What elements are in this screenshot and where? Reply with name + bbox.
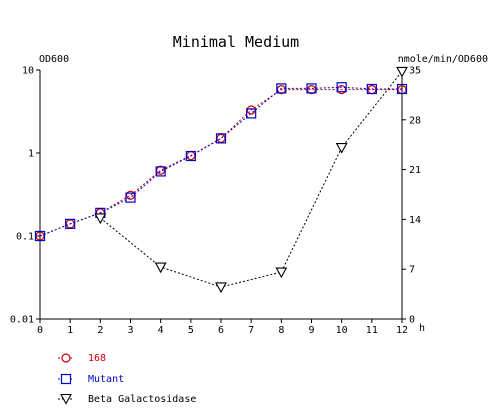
x-tick-label: 5 (188, 325, 194, 336)
data-point-square (336, 82, 347, 93)
data-point-square (276, 83, 287, 94)
y-right-tick-label: 7 (409, 265, 415, 276)
y-right-tick-label: 0 (409, 315, 415, 326)
x-tick-label: 11 (366, 325, 378, 336)
x-tick-label: 6 (218, 325, 224, 336)
legend-label-beta-galactosidase: Beta Galactosidase (88, 393, 197, 405)
series-1 (34, 82, 408, 242)
legend-item-168: 168 (58, 350, 106, 366)
data-point-square (246, 108, 257, 119)
y-right-tick-label: 35 (409, 66, 421, 77)
data-point-triangle (215, 282, 227, 294)
x-tick-label: 8 (278, 325, 284, 336)
x-tick-label: 1 (67, 325, 73, 336)
y-left-axis-label: OD600 (39, 54, 69, 65)
data-point-triangle (94, 213, 107, 225)
y-left-tick-label: 10 (22, 66, 34, 77)
data-point-triangle (396, 66, 408, 78)
data-point-circle (125, 190, 136, 200)
legend-label-mutant: Mutant (88, 373, 125, 385)
x-tick-label: 7 (248, 325, 254, 336)
y-left-tick-label: 1 (28, 149, 34, 160)
data-point-square (366, 83, 377, 95)
series-line (39, 86, 402, 237)
x-tick-label: 10 (336, 325, 348, 336)
data-point-square (396, 83, 408, 95)
data-point-square (306, 83, 317, 94)
y-right-tick-label: 28 (409, 115, 421, 126)
series-0 (35, 85, 407, 241)
legend-circle-marker (58, 353, 74, 363)
legend-square-marker (58, 373, 74, 385)
x-tick-label: 3 (127, 325, 133, 336)
chart-title: Minimal Medium (173, 33, 299, 51)
legend-triangle-marker (58, 393, 74, 405)
x-tick-label: 0 (37, 325, 43, 336)
y-left-tick-label: 0.1 (16, 232, 34, 243)
series-line (100, 71, 403, 288)
x-tick-label: 9 (308, 325, 314, 336)
legend-item-beta-galactosidase: Beta Galactosidase (58, 391, 196, 407)
data-point-square (65, 218, 76, 229)
y-right-tick-label: 21 (409, 165, 421, 176)
data-point-square (155, 166, 166, 177)
series-line (39, 89, 402, 237)
data-point-square (185, 150, 196, 162)
y-right-tick-label: 14 (409, 215, 421, 226)
y-left-tick-label: 0.01 (10, 315, 34, 326)
x-tick-label: 4 (158, 325, 164, 336)
data-point-square (125, 192, 136, 203)
series-layer (34, 66, 408, 294)
data-point-square (34, 230, 46, 242)
data-point-triangle (335, 142, 348, 154)
data-point-circle (216, 133, 226, 143)
legend-label-168: 168 (88, 352, 107, 364)
data-point-square (215, 133, 227, 144)
x-axis-label: h (419, 323, 425, 334)
y-right-axis-label: nmole/min/OD600 (398, 54, 488, 65)
x-tick-label: 2 (97, 325, 103, 336)
x-tick-label: 12 (396, 325, 408, 336)
legend-item-mutant: Mutant (58, 371, 124, 387)
data-point-triangle (154, 262, 167, 274)
series-2 (94, 66, 408, 294)
data-point-triangle (275, 267, 288, 279)
